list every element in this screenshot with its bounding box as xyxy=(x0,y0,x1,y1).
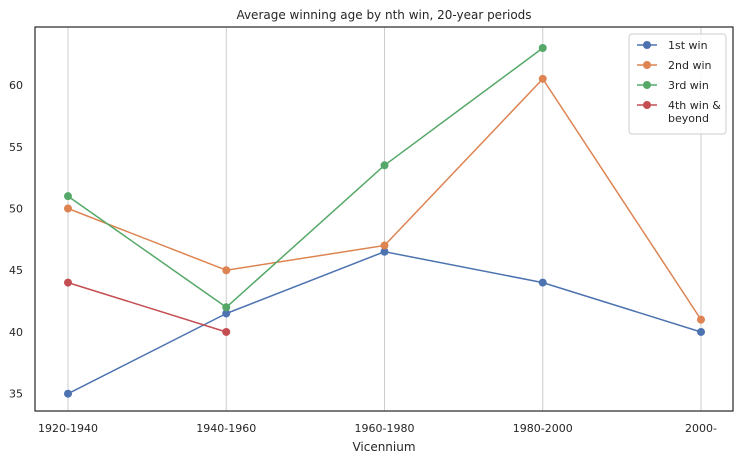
series-4 xyxy=(64,278,231,336)
data-point xyxy=(222,303,231,312)
y-tick-label: 40 xyxy=(9,326,23,339)
legend: 1st win 2nd win 3rd win 4th win & beyond xyxy=(628,33,727,135)
x-axis-title: Vicennium xyxy=(352,440,415,454)
data-point xyxy=(222,266,231,275)
data-point xyxy=(64,278,72,287)
data-point xyxy=(380,241,389,250)
legend-frame xyxy=(628,33,727,135)
y-tick-label: 60 xyxy=(9,79,23,92)
series-layer xyxy=(64,43,705,398)
plot-frame xyxy=(34,26,734,412)
legend-label-line: 4th win & xyxy=(668,99,721,112)
data-point xyxy=(64,192,72,201)
data-point xyxy=(697,327,705,336)
legend-label: 3rd win xyxy=(668,79,709,92)
data-point xyxy=(538,74,547,83)
grid xyxy=(67,27,702,411)
y-tick-label: 50 xyxy=(9,203,23,216)
x-tick-label: 1960-1980 xyxy=(355,422,415,435)
data-point xyxy=(222,309,231,318)
data-point xyxy=(64,204,72,213)
x-tick-label: 1920-1940 xyxy=(38,422,98,435)
legend-swatch-marker xyxy=(643,81,651,89)
legend-item-3: 3rd win xyxy=(637,79,709,92)
legend-swatch-marker xyxy=(643,41,651,49)
x-tick-label: 1940-1960 xyxy=(196,422,256,435)
data-point xyxy=(380,247,389,256)
legend-label: 2nd win xyxy=(668,59,712,72)
legend-item-1: 1st win xyxy=(637,39,708,52)
y-tick-label: 55 xyxy=(9,141,23,154)
series-line xyxy=(67,281,227,333)
data-point xyxy=(538,278,547,287)
legend-label: 1st win xyxy=(668,39,708,52)
legend-label-line: 2nd win xyxy=(668,59,712,72)
x-tick-label: 1980-2000 xyxy=(513,422,573,435)
series-line xyxy=(67,47,544,309)
y-tick-label: 45 xyxy=(9,264,23,277)
data-point xyxy=(222,327,231,336)
y-tick-label: 35 xyxy=(9,388,23,401)
series-2 xyxy=(64,74,705,324)
tick-labels: 1920-1940 1940-1960 1960-1980 1980-2000 2000… xyxy=(9,79,717,435)
data-point xyxy=(538,43,547,52)
legend-item-2: 2nd win xyxy=(637,59,712,72)
legend-label: 4th win & beyond xyxy=(668,99,721,125)
legend-item-4: 4th win & beyond xyxy=(637,99,721,125)
legend-label-line: 3rd win xyxy=(668,79,709,92)
legend-label-line: 1st win xyxy=(668,39,708,52)
data-point xyxy=(697,315,705,324)
x-tick-label: 2000- xyxy=(685,422,717,435)
series-1 xyxy=(64,247,705,398)
data-point xyxy=(380,161,389,170)
legend-label-line: beyond xyxy=(668,112,709,125)
chart-title: Average winning age by nth win, 20-year … xyxy=(236,8,531,22)
legend-swatch-marker xyxy=(643,101,651,109)
data-point xyxy=(64,389,72,398)
legend-swatch-marker xyxy=(643,61,651,69)
series-3 xyxy=(64,43,547,312)
